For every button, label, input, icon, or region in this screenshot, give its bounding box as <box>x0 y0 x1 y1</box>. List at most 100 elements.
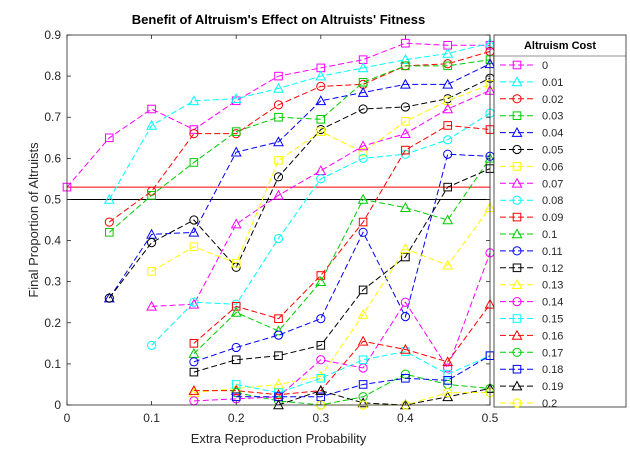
x-tick-label: 0.5 <box>482 411 499 425</box>
data-point <box>230 93 242 104</box>
series-line <box>236 355 491 398</box>
data-point <box>273 378 284 389</box>
data-point <box>274 71 283 81</box>
data-point <box>401 38 410 48</box>
legend-label: 0.07 <box>542 178 563 190</box>
legend-label: 0.12 <box>542 263 563 275</box>
legend-marker <box>512 297 522 307</box>
data-point <box>146 119 158 130</box>
data-point <box>442 356 454 367</box>
legend-title: Altruism Cost <box>524 40 596 52</box>
data-point <box>358 355 368 365</box>
data-point <box>316 127 326 136</box>
data-point <box>147 340 157 350</box>
legend-marker <box>511 76 523 87</box>
data-point <box>230 146 242 157</box>
legend-marker <box>511 177 523 188</box>
legend-label: 0.2 <box>542 398 557 410</box>
data-point <box>231 258 241 268</box>
data-point <box>399 343 411 354</box>
legend-label: 0.15 <box>542 314 563 326</box>
series-line <box>193 168 491 373</box>
data-point <box>442 47 454 58</box>
y-axis-label: Final Proportion of Altruists <box>26 142 41 298</box>
x-tick-label: 0.4 <box>397 411 414 425</box>
legend-marker <box>512 94 522 104</box>
series-line <box>193 303 491 396</box>
data-point <box>401 61 410 71</box>
legend-marker <box>512 212 522 222</box>
legend-marker <box>512 60 522 70</box>
data-point <box>400 312 410 322</box>
data-point <box>399 128 411 138</box>
legend-label: 0.18 <box>542 364 563 376</box>
data-point <box>274 156 283 165</box>
legend-label: 0.08 <box>542 195 563 207</box>
data-point <box>399 243 411 254</box>
series-line <box>193 207 491 394</box>
data-point <box>357 308 369 319</box>
data-point <box>443 376 452 385</box>
legend-marker <box>512 144 522 155</box>
series-line <box>108 42 491 200</box>
x-axis-label: Extra Reproduction Probability <box>191 431 367 446</box>
legend-label: 0 <box>542 60 548 72</box>
data-point <box>443 135 453 145</box>
data-point <box>401 252 410 262</box>
data-point <box>273 189 284 200</box>
data-point <box>189 125 199 134</box>
y-tick-label: 0.8 <box>44 69 61 83</box>
data-point <box>316 81 326 91</box>
data-point <box>103 193 115 204</box>
legend-marker <box>511 329 523 340</box>
series-line <box>193 252 491 402</box>
data-point <box>357 86 369 97</box>
chart-title: Benefit of Altruism's Effect on Altruist… <box>132 12 425 27</box>
data-point <box>401 145 410 155</box>
data-point <box>399 202 411 212</box>
y-tick-label: 0.9 <box>44 28 61 42</box>
data-point <box>315 70 327 81</box>
legend-label: 0.06 <box>542 161 563 173</box>
data-point <box>316 114 326 124</box>
legend-label: 0.05 <box>542 145 563 157</box>
legend-label: 0.09 <box>542 212 563 224</box>
data-point <box>443 121 452 130</box>
data-point <box>189 357 199 367</box>
data-point <box>400 102 410 112</box>
legend-marker <box>512 162 522 171</box>
data-point <box>315 95 327 106</box>
series-line <box>151 90 491 307</box>
data-point <box>231 342 241 353</box>
legend-marker <box>512 398 522 408</box>
data-point <box>443 182 452 192</box>
data-point <box>399 54 411 64</box>
y-tick-label: 0.7 <box>44 110 61 124</box>
y-tick-label: 0.6 <box>44 151 61 165</box>
data-point <box>357 335 369 346</box>
data-point <box>443 61 452 71</box>
data-point <box>316 341 326 350</box>
data-point <box>442 78 454 89</box>
data-point <box>443 363 453 373</box>
series-line <box>193 153 491 363</box>
data-point <box>104 217 114 227</box>
data-point <box>316 271 326 280</box>
data-point <box>230 218 242 229</box>
data-point <box>443 388 453 398</box>
data-point <box>316 373 326 383</box>
legend-label: 0.14 <box>542 297 563 309</box>
data-point <box>231 302 241 311</box>
data-point <box>147 191 156 200</box>
data-point <box>231 392 241 402</box>
data-point <box>400 297 410 307</box>
y-tick-label: 0 <box>54 398 61 412</box>
plot-area <box>67 35 490 405</box>
data-point <box>147 267 156 276</box>
legend-label: 0.04 <box>542 128 563 140</box>
series-line <box>66 42 490 188</box>
data-point <box>273 82 284 93</box>
data-point <box>230 384 242 395</box>
